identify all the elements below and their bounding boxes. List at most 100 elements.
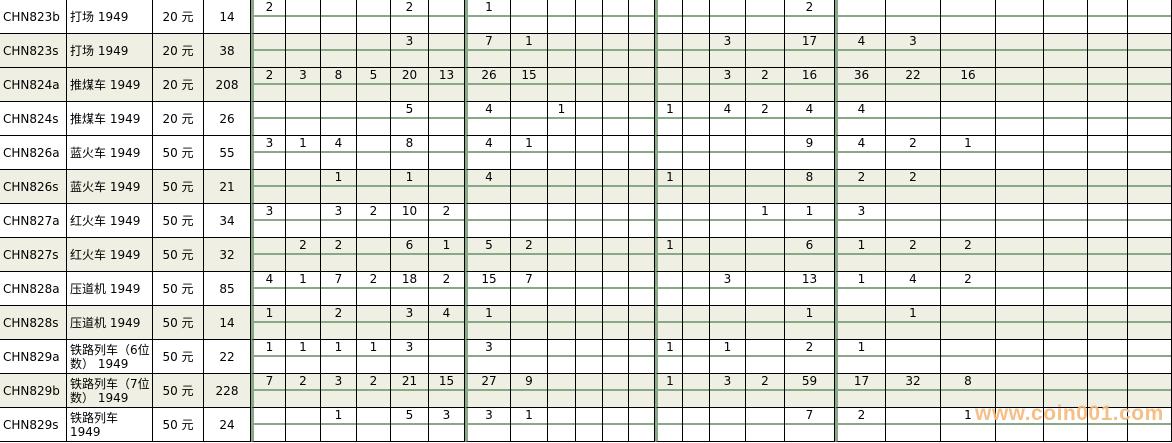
data-cell[interactable] xyxy=(357,408,391,442)
data-cell[interactable]: 3 xyxy=(710,272,746,306)
data-cell[interactable] xyxy=(1088,238,1128,272)
data-cell[interactable]: 2 xyxy=(886,170,941,204)
data-cell[interactable]: 3 xyxy=(321,204,357,238)
data-cell[interactable]: 36 xyxy=(835,68,886,102)
data-cell[interactable] xyxy=(576,68,603,102)
data-cell[interactable] xyxy=(1044,238,1088,272)
data-cell[interactable] xyxy=(683,68,710,102)
data-cell[interactable] xyxy=(357,170,391,204)
data-cell[interactable] xyxy=(603,306,629,340)
data-cell[interactable] xyxy=(548,272,576,306)
data-cell[interactable] xyxy=(746,272,785,306)
data-cell[interactable]: 6 xyxy=(391,238,429,272)
data-cell[interactable]: 9 xyxy=(511,374,548,408)
data-cell[interactable]: 3 xyxy=(391,340,429,374)
data-cell[interactable]: 3 xyxy=(835,204,886,238)
data-cell[interactable]: 1 xyxy=(655,238,683,272)
data-cell[interactable]: 1 xyxy=(321,408,357,442)
denomination-cell[interactable]: 50 元 xyxy=(153,374,204,408)
data-cell[interactable] xyxy=(629,170,655,204)
data-cell[interactable]: 20 xyxy=(391,68,429,102)
data-cell[interactable] xyxy=(629,374,655,408)
data-cell[interactable] xyxy=(629,34,655,68)
data-cell[interactable] xyxy=(683,340,710,374)
data-cell[interactable] xyxy=(629,68,655,102)
denomination-cell[interactable]: 50 元 xyxy=(153,306,204,340)
product-code-cell[interactable]: CHN826a xyxy=(0,136,67,170)
denomination-cell[interactable]: 50 元 xyxy=(153,136,204,170)
count-cell[interactable]: 22 xyxy=(204,340,251,374)
data-cell[interactable]: 5 xyxy=(465,238,511,272)
data-cell[interactable] xyxy=(683,136,710,170)
product-name-cell[interactable]: 压道机 1949 xyxy=(67,306,153,340)
data-cell[interactable] xyxy=(286,102,321,136)
data-cell[interactable]: 2 xyxy=(357,204,391,238)
data-cell[interactable]: 1 xyxy=(391,170,429,204)
data-cell[interactable] xyxy=(286,0,321,34)
data-cell[interactable] xyxy=(655,272,683,306)
data-cell[interactable] xyxy=(603,238,629,272)
data-cell[interactable] xyxy=(548,136,576,170)
data-cell[interactable] xyxy=(1088,68,1128,102)
data-cell[interactable]: 1 xyxy=(785,204,835,238)
data-cell[interactable]: 2 xyxy=(357,374,391,408)
data-cell[interactable] xyxy=(1128,0,1172,34)
data-cell[interactable] xyxy=(321,0,357,34)
data-cell[interactable] xyxy=(996,102,1044,136)
data-cell[interactable] xyxy=(1088,272,1128,306)
data-cell[interactable] xyxy=(511,204,548,238)
data-cell[interactable]: 8 xyxy=(321,68,357,102)
data-cell[interactable] xyxy=(886,204,941,238)
data-cell[interactable]: 2 xyxy=(746,68,785,102)
count-cell[interactable]: 14 xyxy=(204,306,251,340)
count-cell[interactable]: 26 xyxy=(204,102,251,136)
data-cell[interactable] xyxy=(1128,102,1172,136)
data-cell[interactable] xyxy=(941,170,996,204)
data-cell[interactable]: 2 xyxy=(886,238,941,272)
data-cell[interactable]: 4 xyxy=(465,136,511,170)
data-cell[interactable] xyxy=(251,170,286,204)
data-cell[interactable]: 3 xyxy=(429,408,465,442)
data-cell[interactable] xyxy=(1088,408,1128,442)
data-cell[interactable]: 2 xyxy=(886,136,941,170)
data-cell[interactable]: 15 xyxy=(429,374,465,408)
data-cell[interactable] xyxy=(1044,374,1088,408)
product-code-cell[interactable]: CHN827a xyxy=(0,204,67,238)
data-cell[interactable]: 1 xyxy=(785,306,835,340)
data-cell[interactable] xyxy=(603,136,629,170)
data-cell[interactable] xyxy=(429,102,465,136)
data-cell[interactable] xyxy=(835,306,886,340)
data-cell[interactable] xyxy=(655,68,683,102)
data-cell[interactable]: 1 xyxy=(251,306,286,340)
data-cell[interactable]: 8 xyxy=(941,374,996,408)
data-cell[interactable]: 4 xyxy=(785,102,835,136)
data-cell[interactable] xyxy=(655,136,683,170)
data-cell[interactable] xyxy=(710,204,746,238)
count-cell[interactable]: 55 xyxy=(204,136,251,170)
data-cell[interactable] xyxy=(511,0,548,34)
data-cell[interactable] xyxy=(511,340,548,374)
data-cell[interactable]: 2 xyxy=(835,170,886,204)
data-cell[interactable] xyxy=(511,102,548,136)
data-cell[interactable]: 4 xyxy=(710,102,746,136)
data-cell[interactable] xyxy=(710,238,746,272)
data-cell[interactable] xyxy=(1128,170,1172,204)
data-cell[interactable]: 4 xyxy=(251,272,286,306)
data-cell[interactable]: 2 xyxy=(321,306,357,340)
data-cell[interactable] xyxy=(710,306,746,340)
data-cell[interactable] xyxy=(710,0,746,34)
data-cell[interactable] xyxy=(746,408,785,442)
data-cell[interactable]: 1 xyxy=(357,340,391,374)
data-cell[interactable]: 3 xyxy=(286,68,321,102)
data-cell[interactable] xyxy=(746,0,785,34)
data-cell[interactable] xyxy=(1044,68,1088,102)
data-cell[interactable]: 22 xyxy=(886,68,941,102)
data-cell[interactable] xyxy=(548,0,576,34)
data-cell[interactable] xyxy=(746,136,785,170)
data-cell[interactable]: 15 xyxy=(465,272,511,306)
data-cell[interactable]: 1 xyxy=(429,238,465,272)
data-cell[interactable]: 2 xyxy=(746,102,785,136)
product-name-cell[interactable]: 红火车 1949 xyxy=(67,238,153,272)
data-cell[interactable] xyxy=(357,34,391,68)
count-cell[interactable]: 32 xyxy=(204,238,251,272)
